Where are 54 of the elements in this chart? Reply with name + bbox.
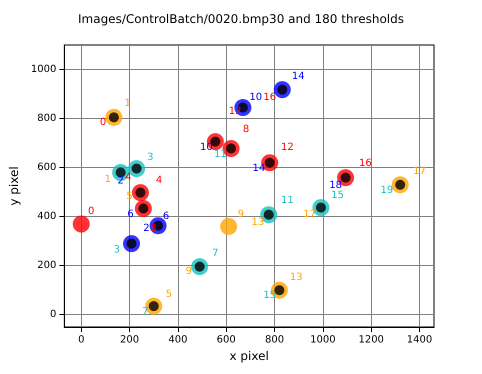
annotation: 17 (303, 209, 316, 220)
annotation: 5 (166, 289, 172, 300)
annotation: 7 (142, 306, 148, 318)
annotation: 9 (186, 266, 192, 278)
y-tick-label: 200 (37, 260, 56, 272)
x-axis-title: x pixel (230, 348, 269, 363)
annotation: 18 (329, 180, 342, 192)
x-tick-label: 1400 (406, 334, 432, 346)
annotation: 2 (143, 223, 150, 234)
point (220, 218, 238, 235)
y-tick-label: 0 (50, 309, 56, 320)
x-tick-label: 1000 (310, 334, 336, 346)
annotation: 9 (238, 209, 244, 220)
x-tick-label: 1200 (358, 334, 384, 346)
annotation: 3 (114, 244, 120, 256)
x-tick-label: 800 (264, 334, 284, 346)
annotation: 12 (280, 142, 294, 153)
chart-title: Images/ControlBatch/0020.bmp30 and 180 thresholds (78, 12, 404, 26)
annotation: 15 (263, 290, 276, 302)
point (72, 216, 90, 233)
annotation: 6 (127, 209, 134, 220)
annotation: 10 (249, 92, 262, 103)
y-tick-label: 600 (37, 162, 56, 174)
annotation: 4 (156, 175, 162, 186)
annotation: 10 (200, 142, 213, 153)
annotation: 11 (214, 149, 227, 160)
annotation: 19 (380, 185, 394, 196)
annotation: 7 (212, 248, 219, 260)
annotation: 0 (100, 116, 106, 128)
x-tick-label: 0 (78, 334, 84, 346)
x-tick-label: 600 (216, 334, 236, 346)
annotation: 3 (147, 152, 154, 164)
y-tick-label: 800 (37, 113, 56, 124)
annotation: 5 (126, 191, 133, 202)
annotation: 1 (124, 98, 131, 110)
annotation: 14 (292, 71, 305, 82)
x-tick-label: 200 (120, 334, 140, 346)
x-tick-label: 400 (168, 334, 188, 346)
annotation: 17 (413, 166, 426, 178)
annotation: 16 (263, 92, 276, 103)
annotation: 6 (162, 211, 170, 222)
annotation: 0 (88, 206, 94, 218)
annotation: 16 (359, 158, 372, 170)
annotation: 13 (290, 272, 303, 284)
annotation: 15 (331, 190, 344, 202)
annotation: 1 (104, 174, 112, 186)
annotation: 11 (280, 195, 294, 206)
annotation: 8 (242, 124, 250, 136)
y-tick-label: 1000 (30, 64, 56, 76)
annotation: 13 (252, 217, 264, 228)
y-axis-title: y pixel (7, 166, 21, 206)
annotation: 14 (252, 163, 266, 174)
annotation: 4 (125, 172, 132, 183)
y-tick-label: 400 (37, 211, 56, 222)
